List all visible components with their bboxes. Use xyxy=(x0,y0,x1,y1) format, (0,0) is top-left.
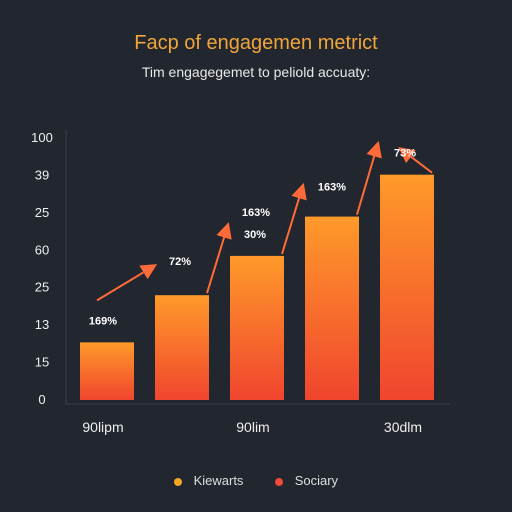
y-tick-label: 0 xyxy=(38,392,45,407)
data-label: 169% xyxy=(89,315,117,327)
y-tick-label: 13 xyxy=(35,317,49,332)
y-tick-label: 39 xyxy=(35,167,49,182)
y-tick-label: 100 xyxy=(31,130,53,145)
legend-dot-icon xyxy=(173,477,182,486)
y-tick-label: 25 xyxy=(35,205,49,220)
x-tick-label: 90lipm xyxy=(82,419,123,435)
data-label: 73% xyxy=(394,148,416,160)
trend-arrow xyxy=(206,222,232,294)
data-label: 163% xyxy=(242,207,270,219)
x-tick-label: 30dlm xyxy=(384,419,422,435)
legend-item-sociary: Sociary xyxy=(275,473,338,488)
bar xyxy=(380,174,434,400)
y-tick-label: 25 xyxy=(35,280,49,295)
trend-arrow xyxy=(356,140,382,215)
trend-arrow xyxy=(281,182,307,255)
x-tick-label: 90lim xyxy=(236,419,269,435)
bar xyxy=(305,216,359,400)
chart-subtitle: Tim engagegemet to peliold accuaty: xyxy=(141,64,371,80)
trend-arrow xyxy=(96,264,158,302)
legend-item-kiewarts: Kiewarts xyxy=(173,473,244,488)
bar xyxy=(230,255,284,400)
data-label: 72% xyxy=(169,256,191,268)
chart-title: Facp of engagemen metrict xyxy=(134,32,378,54)
y-tick-label: 15 xyxy=(35,355,49,370)
legend-label: Sociary xyxy=(294,473,339,488)
bar xyxy=(155,295,209,400)
trend-arrow xyxy=(398,147,433,174)
bar xyxy=(80,342,134,400)
legend: Kiewarts Sociary xyxy=(0,473,512,488)
data-label: 163% xyxy=(318,182,346,194)
data-label: 30% xyxy=(244,229,266,241)
legend-dot-icon xyxy=(275,477,284,486)
y-tick-label: 60 xyxy=(35,242,49,257)
legend-label: Kiewarts xyxy=(193,473,244,488)
